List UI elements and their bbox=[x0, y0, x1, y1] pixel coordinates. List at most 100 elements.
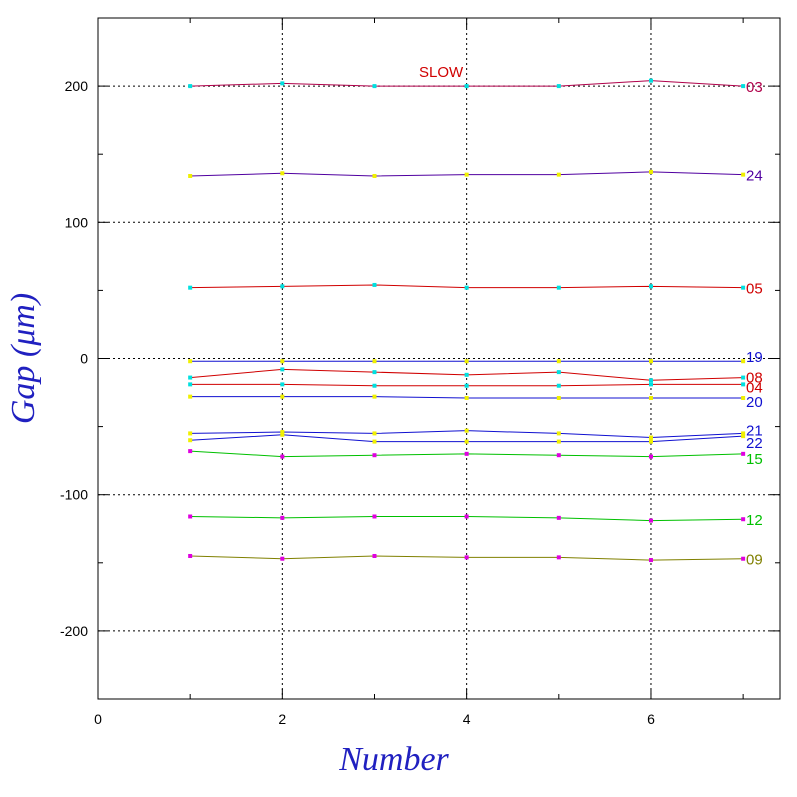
data-point bbox=[372, 553, 377, 558]
series-label-15: 15 bbox=[746, 451, 763, 468]
data-point bbox=[280, 367, 285, 372]
data-point bbox=[741, 172, 746, 177]
series-12 bbox=[188, 514, 746, 523]
y-axis-title: Gap (μm) bbox=[5, 293, 42, 424]
data-point bbox=[372, 173, 377, 178]
series-label-24: 24 bbox=[746, 168, 763, 185]
data-point bbox=[372, 394, 377, 399]
series-20 bbox=[188, 394, 746, 400]
data-point bbox=[372, 439, 377, 444]
series-05 bbox=[188, 282, 746, 290]
series-24 bbox=[188, 169, 746, 178]
data-point bbox=[464, 84, 469, 89]
data-point bbox=[188, 431, 193, 436]
data-point bbox=[372, 431, 377, 436]
series-label-12: 12 bbox=[746, 512, 763, 529]
series-08 bbox=[188, 367, 746, 383]
data-point bbox=[556, 359, 561, 364]
series-group bbox=[188, 78, 746, 563]
data-point bbox=[648, 558, 653, 563]
series-19 bbox=[188, 359, 746, 364]
data-point bbox=[464, 359, 469, 364]
data-point bbox=[556, 439, 561, 444]
data-point bbox=[464, 172, 469, 177]
data-point bbox=[188, 438, 193, 443]
data-point bbox=[556, 172, 561, 177]
data-point bbox=[280, 284, 285, 289]
data-point bbox=[648, 169, 653, 174]
series-label-05: 05 bbox=[746, 281, 763, 298]
data-point bbox=[188, 173, 193, 178]
series-label-22: 22 bbox=[746, 435, 763, 452]
data-point bbox=[648, 78, 653, 83]
data-point bbox=[556, 555, 561, 560]
data-point bbox=[556, 370, 561, 375]
data-point bbox=[648, 382, 653, 387]
data-point bbox=[556, 431, 561, 436]
data-point bbox=[372, 453, 377, 458]
series-label-04: 04 bbox=[746, 379, 763, 396]
data-point bbox=[741, 517, 746, 522]
x-axis-title: Number bbox=[338, 741, 449, 778]
data-point bbox=[372, 359, 377, 364]
data-point bbox=[556, 515, 561, 520]
data-point bbox=[280, 81, 285, 86]
data-point bbox=[280, 359, 285, 364]
data-point bbox=[464, 372, 469, 377]
data-point bbox=[188, 84, 193, 89]
data-point bbox=[464, 428, 469, 433]
data-point bbox=[556, 395, 561, 400]
slow-annotation: SLOW bbox=[419, 64, 464, 81]
data-point bbox=[280, 515, 285, 520]
data-point bbox=[188, 382, 193, 387]
data-point bbox=[280, 382, 285, 387]
data-point bbox=[556, 453, 561, 458]
data-point bbox=[556, 383, 561, 388]
data-point bbox=[648, 439, 653, 444]
data-point bbox=[648, 378, 653, 383]
data-point bbox=[280, 394, 285, 399]
data-point bbox=[188, 514, 193, 519]
data-point bbox=[188, 553, 193, 558]
data-point bbox=[464, 383, 469, 388]
data-point bbox=[741, 375, 746, 380]
series-09 bbox=[188, 553, 746, 563]
data-point bbox=[741, 556, 746, 561]
data-point bbox=[648, 435, 653, 440]
data-point bbox=[188, 375, 193, 380]
data-point bbox=[648, 284, 653, 289]
series-label-09: 09 bbox=[746, 552, 763, 569]
data-point bbox=[188, 359, 193, 364]
data-point bbox=[741, 451, 746, 456]
data-point bbox=[372, 84, 377, 89]
series-15 bbox=[188, 449, 746, 459]
series-label-19: 19 bbox=[746, 349, 763, 366]
data-point bbox=[372, 370, 377, 375]
x-tick-label: 4 bbox=[463, 711, 471, 727]
series-03 bbox=[188, 78, 746, 89]
data-point bbox=[648, 395, 653, 400]
series-label-21: 21 bbox=[746, 422, 763, 439]
data-point bbox=[741, 84, 746, 89]
data-point bbox=[372, 514, 377, 519]
data-point bbox=[556, 285, 561, 290]
data-point bbox=[372, 383, 377, 388]
data-point bbox=[648, 359, 653, 364]
data-point bbox=[556, 84, 561, 89]
data-point bbox=[741, 285, 746, 290]
grid bbox=[98, 18, 780, 699]
data-point bbox=[188, 394, 193, 399]
data-point bbox=[464, 285, 469, 290]
data-point bbox=[464, 439, 469, 444]
data-point bbox=[280, 432, 285, 437]
data-point bbox=[464, 514, 469, 519]
x-tick-label: 6 bbox=[647, 711, 655, 727]
data-point bbox=[741, 382, 746, 387]
data-point bbox=[648, 518, 653, 523]
data-point bbox=[464, 395, 469, 400]
data-point bbox=[280, 430, 285, 435]
series-04 bbox=[188, 382, 746, 388]
data-point bbox=[188, 449, 193, 454]
